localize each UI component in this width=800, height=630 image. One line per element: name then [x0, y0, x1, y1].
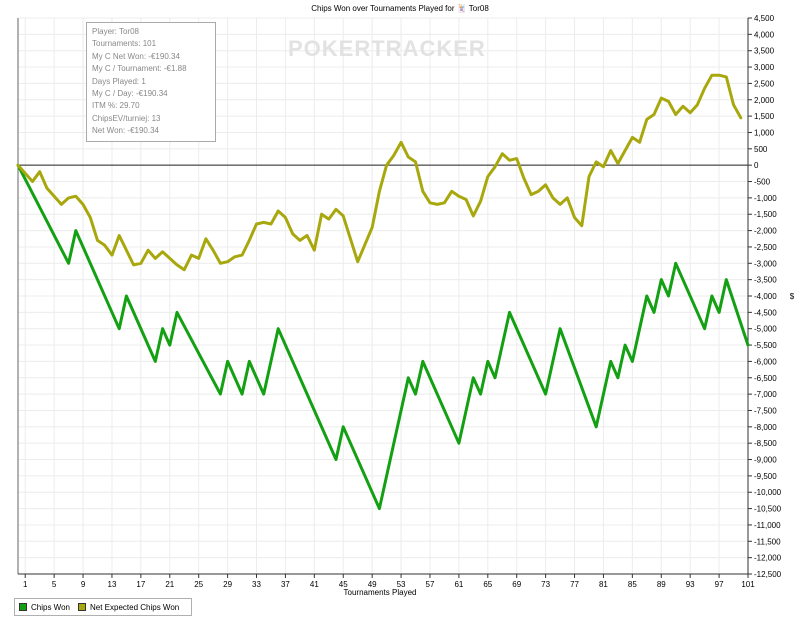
y-tick-label: -9,500	[754, 472, 777, 481]
x-tick-label: 9	[81, 580, 86, 589]
y-tick-label: -8,500	[754, 439, 777, 448]
y-tick-label: -11,000	[754, 521, 781, 530]
x-tick-label: 13	[108, 580, 117, 589]
info-line-tournaments: Tournaments: 101	[92, 39, 157, 49]
y-tick-label: 4,000	[754, 30, 775, 39]
x-tick-label: 5	[52, 580, 57, 589]
x-tick-label: 41	[310, 580, 319, 589]
legend-label-chips-won: Chips Won	[31, 602, 70, 612]
y-tick-label: -5,500	[754, 341, 777, 350]
y-tick-label: -5,000	[754, 325, 777, 334]
x-tick-label: 65	[483, 580, 492, 589]
x-tick-label: 49	[368, 580, 377, 589]
x-tick-label: 93	[686, 580, 695, 589]
legend-label-net-expected: Net Expected Chips Won	[89, 602, 180, 612]
x-tick-label: 1	[23, 580, 28, 589]
x-tick-label: 61	[454, 580, 463, 589]
y-tick-label: 1,000	[754, 128, 775, 137]
y-tick-label: 0	[754, 161, 759, 170]
x-tick-label: 29	[223, 580, 232, 589]
x-tick-label: 37	[281, 580, 290, 589]
y-tick-label: -11,500	[754, 537, 781, 546]
y-tick-label: -6,000	[754, 357, 777, 366]
x-tick-label: 57	[426, 580, 435, 589]
y-tick-label: -4,500	[754, 308, 777, 317]
x-tick-label: 25	[194, 580, 203, 589]
info-line-per-day: My C / Day: -€190.34	[92, 89, 168, 99]
y-tick-label: 1,500	[754, 112, 775, 121]
y-tick-label: -12,500	[754, 570, 782, 579]
y-tick-label: -7,000	[754, 390, 777, 399]
y-tick-label: 2,000	[754, 96, 775, 105]
x-tick-label: 77	[570, 580, 579, 589]
y-tick-label: 3,000	[754, 63, 775, 72]
info-line-per-tournament: My C / Tournament: -€1.88	[92, 64, 187, 74]
y-tick-label: -2,500	[754, 243, 777, 252]
y-axis-label: $	[790, 292, 795, 301]
series-line-chips-won	[16, 163, 750, 511]
y-tick-label: -1,500	[754, 210, 777, 219]
legend-swatch-chips-won	[19, 603, 27, 611]
legend-item-net-expected[interactable]: Net Expected Chips Won	[77, 602, 180, 612]
info-line-net-won-total: Net Won: -€190.34	[92, 126, 160, 136]
legend-swatch-net-expected	[77, 603, 86, 611]
x-tick-label: 33	[252, 580, 261, 589]
info-line-itm: ITM %: 29.70	[92, 101, 140, 111]
x-tick-label: 21	[165, 580, 174, 589]
x-tick-label: 97	[715, 580, 724, 589]
y-tick-label: 3,500	[754, 47, 775, 56]
y-tick-label: 500	[754, 145, 768, 154]
y-tick-label: -4,000	[754, 292, 777, 301]
y-tick-label: -12,000	[754, 554, 782, 563]
info-line-chipsev: ChipsEV/turniej: 13	[92, 113, 161, 123]
info-line-days-played: Days Played: 1	[92, 76, 146, 86]
x-tick-label: 81	[599, 580, 608, 589]
series-line-net-expected-chips-won	[16, 73, 743, 272]
x-tick-label: 101	[741, 580, 755, 589]
y-tick-label: 4,500	[754, 14, 775, 23]
info-line-player: Player: Tor08	[92, 27, 139, 36]
legend-item-chips-won[interactable]: Chips Won	[19, 603, 70, 612]
y-tick-label: -10,000	[754, 488, 782, 497]
stats-info-box: Player: Tor08 Tournaments: 101 My C Net …	[86, 22, 216, 142]
x-tick-label: 53	[397, 580, 406, 589]
pokertracker-watermark: POKERTRACKER	[288, 36, 486, 61]
x-tick-label: 73	[541, 580, 550, 589]
x-tick-label: 45	[339, 580, 348, 589]
y-tick-label: -3,500	[754, 276, 777, 285]
x-tick-label: 17	[136, 580, 145, 589]
y-tick-label: -500	[754, 178, 771, 187]
y-tick-label: -6,500	[754, 374, 777, 383]
x-axis-label: Tournaments Played	[343, 588, 417, 597]
y-tick-label: -3,000	[754, 259, 777, 268]
y-tick-label: -10,500	[754, 505, 782, 514]
info-line-net-won: My C Net Won: -€190.34	[92, 51, 180, 61]
y-tick-label: -7,500	[754, 406, 777, 415]
y-tick-label: -8,000	[754, 423, 777, 432]
x-tick-label: 85	[628, 580, 637, 589]
y-tick-label: -9,000	[754, 456, 777, 465]
x-tick-label: 69	[512, 580, 521, 589]
chart-title: Chips Won over Tournaments Played for 🃏 …	[311, 4, 489, 13]
y-tick-label: -2,000	[754, 227, 777, 236]
x-tick-label: 89	[657, 580, 666, 589]
y-tick-label: -1,000	[754, 194, 777, 203]
chart-legend: Chips Won Net Expected Chips Won	[14, 598, 193, 616]
y-tick-label: 2,500	[754, 79, 775, 88]
